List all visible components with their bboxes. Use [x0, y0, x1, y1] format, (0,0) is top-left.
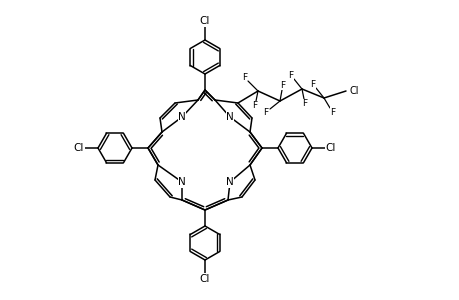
Text: F: F: [329, 108, 335, 117]
Text: F: F: [263, 108, 268, 117]
Text: F: F: [288, 70, 293, 80]
Text: Cl: Cl: [348, 86, 358, 96]
Text: Cl: Cl: [325, 143, 336, 153]
Text: Cl: Cl: [199, 274, 210, 284]
Text: F: F: [241, 73, 246, 82]
Text: N: N: [178, 177, 185, 187]
Text: Cl: Cl: [199, 16, 210, 26]
Text: F: F: [252, 101, 257, 110]
Text: N: N: [226, 177, 233, 187]
Text: N: N: [226, 112, 233, 122]
Text: F: F: [302, 99, 307, 108]
Text: Cl: Cl: [73, 143, 84, 153]
Text: F: F: [310, 80, 315, 88]
Text: F: F: [280, 81, 285, 90]
Text: N: N: [178, 112, 185, 122]
